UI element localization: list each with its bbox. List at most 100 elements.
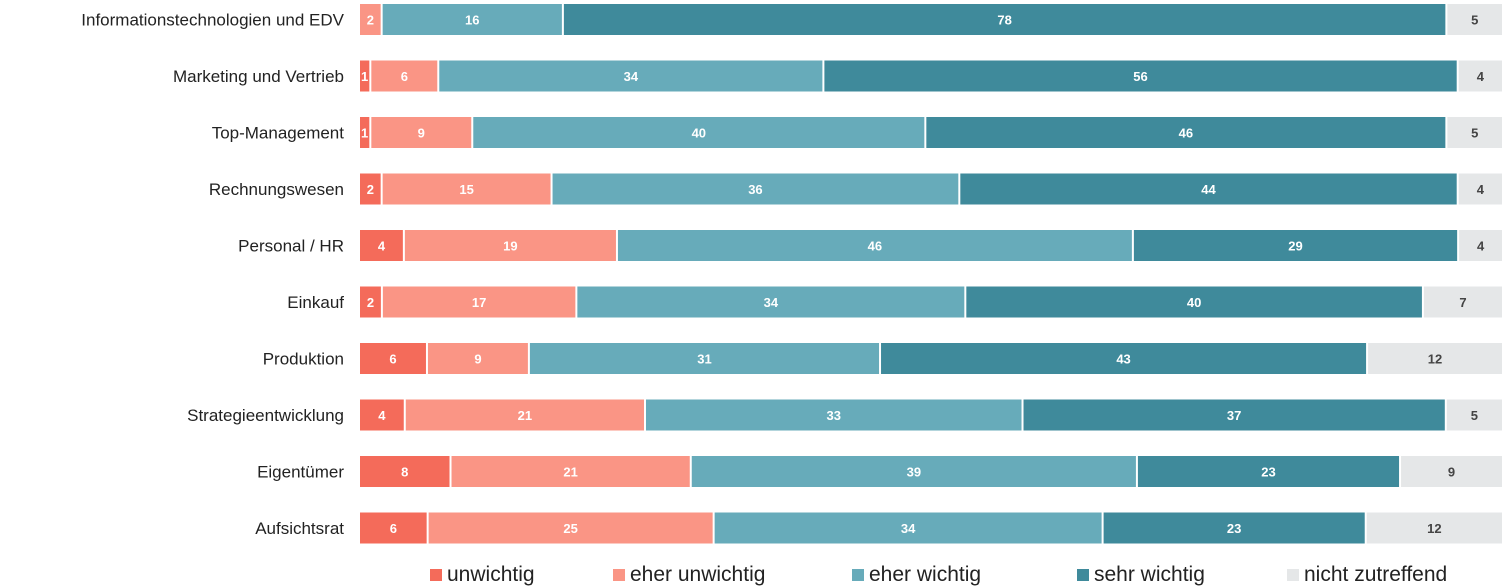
data-label: 6 [401,69,408,84]
bar-segment-unwichtig [360,173,381,205]
legend-label: eher wichtig [869,562,982,586]
legend-item-eher-unwichtig: eher unwichtig [613,562,765,587]
legend-swatch [1077,568,1089,581]
bar-segment-sehr-wichtig [1137,456,1400,487]
legend-swatch [852,568,864,581]
data-label: 4 [1477,239,1485,254]
bar-segment-eher-unwichtig [360,4,381,35]
bar-segment-nicht-zutreffend [1401,456,1502,487]
data-label: 34 [624,69,639,84]
legend-item-eher-wichtig: eher wichtig [852,562,981,587]
bar-segment-unwichtig [360,456,450,487]
bar-segment-eher-unwichtig [371,117,472,148]
data-label: 1 [361,126,368,141]
category-label: Strategieentwicklung [187,406,344,425]
data-label: 21 [518,408,532,423]
data-label: 4 [1477,182,1485,197]
data-label: 34 [764,295,779,310]
bar-segment-sehr-wichtig [563,4,1446,35]
data-label: 78 [997,13,1011,28]
category-label: Eigentümer [257,463,344,482]
legend-swatch [1287,568,1299,581]
data-label: 5 [1471,126,1478,141]
bar-segment-sehr-wichtig [824,60,1457,92]
category-label: Aufsichtsrat [255,519,344,538]
bar-segment-nicht-zutreffend [1458,173,1502,205]
bar-segment-sehr-wichtig [881,343,1367,374]
data-label: 44 [1201,182,1216,197]
bar-segment-eher-unwichtig [371,60,438,92]
bar-segment-nicht-zutreffend [1458,60,1502,92]
bar-segment-unwichtig [360,399,404,431]
data-label: 25 [563,521,577,536]
category-label: Marketing und Vertrieb [173,67,344,86]
bar-segment-eher-unwichtig [428,512,713,544]
stacked-bar-chart: Informationstechnologien und EDV 2 16 78 5Ma… [81,4,1502,544]
data-label: 4 [378,239,386,254]
legend-label: unwichtig [447,562,535,586]
data-label: 40 [1187,295,1201,310]
data-label: 2 [367,182,374,197]
bar-segment-eher-wichtig [382,4,562,35]
bar-segment-nicht-zutreffend [1447,117,1502,148]
category-label: Top-Management [212,124,345,143]
data-label: 56 [1133,69,1147,84]
category-label: Personal / HR [238,237,344,256]
data-label: 46 [868,239,882,254]
data-label: 4 [1477,69,1485,84]
data-label: 40 [692,126,706,141]
bar-segment-nicht-zutreffend [1366,512,1502,544]
bar-segment-eher-wichtig [529,343,880,374]
bar-segment-sehr-wichtig [1133,230,1458,261]
bar-segment-unwichtig [360,117,370,148]
data-label: 29 [1288,239,1302,254]
legend-swatch [430,568,442,581]
bar-segment-unwichtig [360,286,381,318]
legend-item-sehr-wichtig: sehr wichtig [1077,562,1205,587]
data-label: 31 [697,352,711,367]
bar-segment-eher-unwichtig [451,456,690,487]
data-label: 46 [1179,126,1193,141]
data-label: 4 [378,408,386,423]
legend-item-nicht-zutreffend: nicht zutreffend [1287,562,1447,587]
bar-segment-eher-wichtig [617,230,1132,261]
data-label: 43 [1116,352,1130,367]
data-label: 7 [1459,295,1466,310]
category-label: Produktion [263,350,344,369]
bar-segment-eher-wichtig [691,456,1136,487]
bar-segment-unwichtig [360,343,426,374]
data-label: 36 [748,182,762,197]
category-label: Rechnungswesen [209,180,344,199]
data-label: 9 [418,126,425,141]
bar-segment-sehr-wichtig [960,173,1457,205]
bar-segment-eher-unwichtig [382,286,576,318]
bar-segment-eher-unwichtig [404,230,616,261]
bar-segment-eher-wichtig [646,399,1022,431]
data-label: 15 [459,182,473,197]
bar-segment-unwichtig [360,230,403,261]
bar-segment-unwichtig [360,512,427,544]
data-label: 37 [1227,408,1241,423]
data-label: 21 [563,465,577,480]
data-label: 23 [1261,465,1275,480]
bar-segment-nicht-zutreffend [1447,4,1502,35]
data-label: 5 [1471,13,1478,28]
bar-segment-unwichtig [360,60,370,92]
data-label: 12 [1427,521,1441,536]
bar-segment-nicht-zutreffend [1423,286,1502,318]
data-label: 6 [390,521,397,536]
bar-segment-eher-wichtig [577,286,965,318]
legend-label: eher unwichtig [630,562,766,586]
bar-segment-eher-unwichtig [427,343,528,374]
bar-segment-sehr-wichtig [1103,512,1365,544]
bar-segment-eher-wichtig [473,117,925,148]
data-label: 1 [361,69,368,84]
data-label: 6 [389,352,396,367]
legend-item-unwichtig: unwichtig [430,562,535,587]
data-label: 16 [465,13,479,28]
bar-segment-eher-unwichtig [382,173,551,205]
data-label: 17 [472,295,486,310]
data-label: 8 [401,465,408,480]
bar-segment-nicht-zutreffend [1459,230,1502,261]
legend-label: sehr wichtig [1094,562,1205,586]
